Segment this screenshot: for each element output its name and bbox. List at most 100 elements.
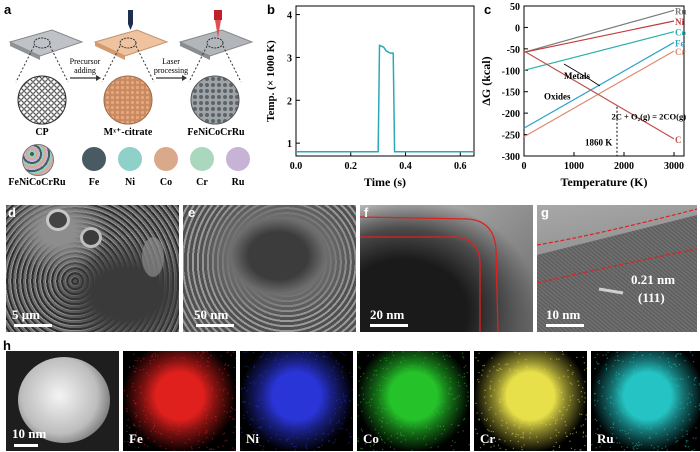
- chartC-line-c: [523, 50, 675, 140]
- chartC-ytick-label: -200: [502, 109, 520, 120]
- panel-label-a: a: [4, 2, 12, 17]
- chartB-xtick-label: 0.0: [290, 161, 303, 172]
- scale-label-d: 5 μm: [12, 307, 40, 322]
- map-label-fe: Fe: [129, 431, 143, 446]
- chartC-series-label-cr: Cr: [675, 47, 686, 57]
- hrtem-image-g: [537, 205, 697, 332]
- legend-label-alloy: FeNiCoCrRu: [8, 177, 66, 188]
- panel-label-h: h: [3, 338, 11, 353]
- stage-hea: FeNiCoCrRu: [187, 127, 245, 138]
- legend-swatch-alloy: [22, 144, 54, 176]
- chartC-ytick-label: 50: [510, 2, 520, 13]
- chartC-metals-annotation: Metals: [564, 71, 590, 81]
- chartC-reaction-annotation: 2C + O₂(g) = 2CO(g): [612, 112, 687, 122]
- panel-label-f: f: [364, 205, 369, 220]
- chartC-xtick-label: 0: [522, 161, 527, 172]
- chartC-xlabel: Temperature (K): [561, 175, 648, 189]
- chartC-line-ru: [523, 9, 675, 53]
- scalebar-d: [14, 324, 52, 327]
- legend-swatch-cr: [190, 147, 214, 171]
- temperature-chart: 0.0 0.2 0.4 0.6 1 2 3 4 Time (s) Temp. (× 1000 …: [265, 5, 475, 189]
- tem-image-e: [183, 205, 356, 332]
- chartC-line-ni: [523, 20, 675, 53]
- dropper-icon: [128, 10, 133, 24]
- laser-plate: [178, 29, 254, 57]
- hea-zoom: [190, 75, 240, 125]
- chartC-series-label-co: Co: [675, 28, 686, 38]
- chartC-series-label-ni: Ni: [675, 17, 684, 27]
- legend-label-co: Co: [159, 177, 173, 188]
- panel-label-d: d: [8, 205, 16, 220]
- chartC-xtick-label: 2000: [614, 161, 634, 172]
- scale-label-g: 10 nm: [546, 307, 581, 322]
- haadf-image: [6, 351, 119, 451]
- stage-citrate: Mˣ⁺-citrate: [103, 127, 153, 138]
- chartB-frame: [295, 5, 475, 157]
- laser-icon: [214, 10, 222, 20]
- chartB-ytick-label: 3: [287, 53, 292, 64]
- citrate-zoom: [103, 75, 153, 125]
- chartC-line-co: [523, 31, 675, 71]
- chartB-ytick-label: 4: [287, 11, 292, 22]
- scale-label-e: 50 nm: [194, 307, 229, 322]
- panel-label-b: b: [267, 2, 275, 17]
- cp-plate-side: [10, 42, 40, 60]
- chartB-xtick-label: 0.4: [399, 161, 412, 172]
- chartC-temp-annotation: 1860 K: [585, 137, 612, 147]
- g-spacing-label: 0.21 nm: [631, 272, 676, 287]
- chartC-ytick-label: -50: [507, 45, 520, 56]
- chartB-xtick-label: 0.6: [454, 161, 467, 172]
- arrow2-label: Laser processing: [153, 57, 189, 75]
- map-fe: Fe: [123, 351, 236, 451]
- cp-zoom: [17, 75, 67, 125]
- scale-label-h: 10 nm: [12, 426, 47, 441]
- stage-cp: CP: [35, 127, 49, 138]
- chartC-ytick-label: -100: [502, 66, 520, 77]
- panel-label-e: e: [188, 205, 196, 220]
- chartB-series-line: [296, 44, 474, 153]
- chartC-oxides-annotation: Oxides: [544, 91, 571, 101]
- scalebar-h: [14, 444, 38, 447]
- chartC-series-label-c: C: [675, 135, 682, 145]
- legend-label-fe: Fe: [88, 177, 100, 188]
- scalebar-f: [370, 324, 408, 327]
- chartB-ytick-label: 2: [287, 96, 292, 107]
- scale-label-f: 20 nm: [370, 307, 405, 322]
- scalebar-e: [196, 324, 234, 327]
- ellingham-chart: 0 1000 2000 3000500-50-100-150-200-250-300 …: [479, 2, 687, 189]
- legend-swatch-ru: [226, 147, 250, 171]
- scalebar-g: [546, 324, 584, 327]
- panel-label-g: g: [541, 205, 549, 220]
- legend-label-ni: Ni: [125, 177, 135, 188]
- legend-swatch-ni: [118, 147, 142, 171]
- cp-plate: [8, 29, 84, 57]
- chartC-frame: [523, 5, 685, 157]
- chartC-ytick-label: -150: [502, 88, 520, 99]
- chartC-ytick-label: -250: [502, 131, 520, 142]
- chartB-ylabel: Temp. (× 1000 K): [265, 40, 277, 122]
- chartB-xlabel: Time (s): [364, 175, 406, 189]
- legend-label-cr: Cr: [196, 177, 208, 188]
- map-cr: Cr: [474, 351, 587, 451]
- panel-label-c: c: [484, 2, 492, 17]
- hrtem-image-f: [360, 205, 533, 332]
- map-ni: Ni: [240, 351, 353, 451]
- chartC-series-label-ru: Ru: [675, 6, 687, 16]
- citrate-plate-side: [95, 42, 125, 60]
- legend-swatch-co: [154, 147, 178, 171]
- chartC-ytick-label: 0: [515, 23, 520, 34]
- map-label-ni: Ni: [246, 431, 259, 446]
- map-label-co: Co: [363, 431, 379, 446]
- chartC-xtick-label: 3000: [664, 161, 684, 172]
- legend-swatch-fe: [82, 147, 106, 171]
- chartC-series-label-fe: Fe: [675, 38, 685, 48]
- chartC-line-cr: [523, 50, 675, 138]
- g-plane-label: (111): [638, 290, 665, 305]
- chartB-xtick-label: 0.2: [345, 161, 358, 172]
- schematic-panel: [8, 10, 254, 125]
- citrate-plate: [93, 29, 169, 57]
- laser-plate-side: [180, 42, 210, 60]
- legend-label-ru: Ru: [231, 177, 245, 188]
- chartC-ylabel: ΔG (kcal): [479, 56, 493, 105]
- map-ru: Ru: [591, 351, 700, 451]
